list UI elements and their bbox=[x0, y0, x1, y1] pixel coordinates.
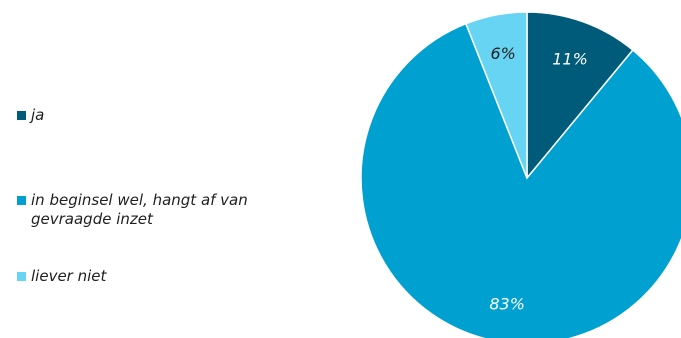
legend-swatch bbox=[17, 196, 26, 205]
pie-slice-in-beginsel-wel bbox=[360, 22, 681, 338]
legend-item-liever-niet: liever niet bbox=[17, 267, 306, 286]
legend-swatch bbox=[17, 272, 26, 281]
chart-legend: ja in beginsel wel, hangt af van gevraag… bbox=[17, 0, 317, 338]
legend-swatch bbox=[17, 111, 26, 120]
legend-item-ja: ja bbox=[17, 106, 306, 125]
legend-item-in-beginsel-wel: in beginsel wel, hangt af van gevraagde … bbox=[17, 191, 306, 229]
slice-data-label: 83% bbox=[489, 294, 525, 313]
legend-label: liever niet bbox=[31, 267, 107, 285]
legend-label: in beginsel wel, hangt af van gevraagde … bbox=[31, 191, 248, 228]
pie-slice-liever-niet bbox=[464, 11, 528, 179]
pie-slice-ja bbox=[526, 11, 634, 181]
slice-data-label: 6% bbox=[491, 44, 516, 63]
slice-data-label: 11% bbox=[552, 50, 588, 69]
legend-label: ja bbox=[31, 106, 45, 124]
